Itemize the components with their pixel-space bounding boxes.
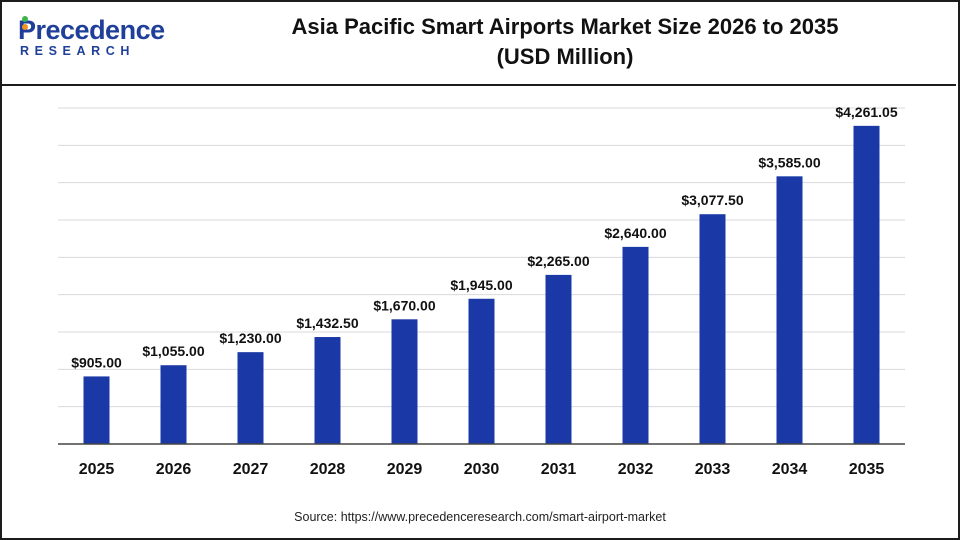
data-label-2028: $1,432.50 (296, 315, 358, 331)
chart-title-line-2: (USD Million) (496, 44, 634, 69)
bar-2028 (314, 337, 341, 444)
x-tick-label-2027: 2027 (233, 461, 269, 478)
precedence-research-logo: Precedence RESEARCH (18, 14, 168, 66)
bar-2032 (622, 246, 649, 444)
bar-2025 (83, 376, 110, 444)
data-label-2032: $2,640.00 (604, 225, 666, 241)
x-tick-label-2025: 2025 (79, 461, 115, 478)
bar-2034 (776, 176, 803, 444)
x-tick-label-2032: 2032 (618, 461, 654, 478)
logo-subtitle: RESEARCH (20, 44, 135, 58)
x-tick-label-2035: 2035 (849, 461, 885, 478)
data-label-2030: $1,945.00 (450, 277, 512, 293)
bar-2027 (237, 352, 264, 444)
chart-title: Asia Pacific Smart Airports Market Size … (220, 12, 910, 72)
data-label-2029: $1,670.00 (373, 297, 435, 313)
x-tick-label-2033: 2033 (695, 461, 731, 478)
bar-2030 (468, 298, 495, 444)
x-tick-label-2028: 2028 (310, 461, 346, 478)
bar-2035 (853, 125, 880, 444)
bar-2026 (160, 365, 187, 444)
header: Precedence RESEARCH Asia Pacific Smart A… (0, 0, 956, 86)
data-label-2034: $3,585.00 (758, 154, 820, 170)
bar-chart: $905.00 2025 $1,055.00 2026 $1,230.00 2027 $1,… (58, 104, 905, 478)
bar-2031 (545, 274, 572, 444)
data-label-2026: $1,055.00 (142, 343, 204, 359)
logo-dot-green-icon (22, 16, 28, 22)
x-tick-label-2029: 2029 (387, 461, 423, 478)
x-tick-label-2031: 2031 (541, 461, 577, 478)
data-label-2031: $2,265.00 (527, 253, 589, 269)
data-label-2025: $905.00 (71, 354, 122, 370)
chart-title-line-1: Asia Pacific Smart Airports Market Size … (291, 14, 839, 39)
source-note: Source: https://www.precedenceresearch.c… (294, 510, 666, 524)
data-label-2035: $4,261.05 (835, 104, 897, 120)
logo-dot-orange-icon (22, 24, 28, 30)
x-tick-label-2030: 2030 (464, 461, 500, 478)
data-label-2027: $1,230.00 (219, 330, 281, 346)
x-tick-label-2034: 2034 (772, 461, 808, 478)
data-label-2033: $3,077.50 (681, 192, 743, 208)
bar-2033 (699, 214, 726, 444)
bar-2029 (391, 319, 418, 444)
logo-wordmark: Precedence (18, 15, 165, 45)
x-tick-label-2026: 2026 (156, 461, 192, 478)
